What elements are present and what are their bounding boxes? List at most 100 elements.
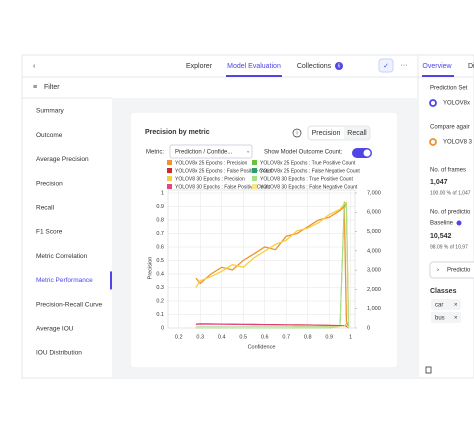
sidebar-item[interactable]: Metric Performance: [36, 277, 93, 284]
x-tick-label: 0.7: [282, 334, 290, 340]
chevron: ›: [437, 268, 439, 274]
badge: [335, 62, 343, 70]
radio[interactable]: [429, 99, 437, 107]
tab[interactable]: Collections: [297, 63, 332, 70]
series-line: [195, 201, 350, 329]
sub: 98.09 % of 10,97: [430, 244, 468, 250]
legend-label: YOLOV8x 25 Epochs : False Negative Count: [260, 168, 360, 174]
y2-tick-label: 1,000: [367, 306, 381, 312]
x-axis-label: Confidence: [248, 344, 276, 350]
tab-underline: [422, 75, 454, 77]
metric-dropdown[interactable]: [169, 144, 253, 159]
y2-tick-label: 3,000: [367, 268, 381, 274]
legend-swatch: [252, 184, 257, 189]
sidebar-item[interactable]: IOU Distribution: [36, 350, 82, 357]
legend-label: YOLOV8x 25 Epochs : False Positive Count: [175, 168, 273, 174]
filter-button[interactable]: Filter: [44, 84, 60, 91]
chip-x[interactable]: ×: [454, 303, 458, 309]
chart-card: [131, 113, 397, 367]
info-icon[interactable]: [292, 128, 302, 138]
legend-label: YOLOV8 30 Epochs : False Positive Count: [175, 184, 271, 190]
active-indicator: [110, 271, 112, 290]
legend-swatch: [252, 160, 257, 165]
label: Classes: [430, 288, 457, 295]
legend-label: YOLOV8x 25 Epochs : True Positive Count: [260, 160, 356, 166]
x-tick-label: 0.8: [304, 334, 312, 340]
tab-active[interactable]: Model Evaluation: [227, 63, 281, 70]
legend-swatch: [167, 168, 172, 173]
panel-tab[interactable]: Di: [468, 63, 474, 70]
y-tick-label: 0.7: [156, 231, 164, 237]
baseline: Baseline: [430, 221, 454, 227]
sidebar-item[interactable]: F1 Score: [36, 229, 63, 236]
chip-x[interactable]: ×: [454, 316, 458, 322]
y-tick-label: 1: [161, 190, 164, 196]
filter-icon: ≡: [33, 84, 37, 91]
legend-label: YOLOV8 30 Epochs : False Negative Count: [260, 184, 358, 190]
x-tick-label: 1: [349, 334, 352, 340]
sidebar-item[interactable]: Recall: [36, 205, 55, 212]
value: YOLOV8x: [443, 101, 470, 107]
check-button[interactable]: [378, 58, 394, 73]
chip-text: car: [435, 303, 443, 309]
panel-tab-active[interactable]: Overview: [422, 63, 452, 70]
y2-tick-label: 4,000: [367, 248, 381, 254]
y2-tick-label: 7,000: [367, 190, 381, 196]
label: No. of frames: [430, 168, 466, 174]
value: YOLOV8 3: [443, 140, 473, 146]
chart-title: Precision by metric: [145, 129, 210, 136]
more-button[interactable]: ···: [401, 62, 408, 69]
legend-label: YOLOV8 30 Epochs : True Positive Count: [260, 176, 353, 182]
radio[interactable]: [429, 138, 437, 146]
toggle-option[interactable]: Recall: [347, 130, 367, 137]
check-icon: ✓: [383, 63, 389, 70]
back-button[interactable]: ‹: [33, 63, 36, 70]
value: 1,047: [430, 179, 448, 186]
icon[interactable]: [425, 366, 432, 374]
y2-tick-label: 2,000: [367, 287, 381, 293]
overview-panel: Prediction Set YOLOV8x Compare agair YOL…: [425, 86, 474, 374]
x-tick-label: 0.4: [218, 334, 226, 340]
legend-swatch: [167, 176, 172, 181]
sidebar-item[interactable]: Summary: [36, 108, 65, 115]
sidebar-item[interactable]: Metric Correlation: [36, 253, 88, 260]
label: No. of predictio: [430, 210, 471, 216]
y-tick-label: 0: [161, 325, 164, 331]
chevron: ⌄: [246, 148, 250, 154]
metric-label: Metric:: [146, 150, 164, 156]
x-tick-label: 0.5: [239, 334, 247, 340]
sub: 100.00 % of 1,047: [430, 190, 471, 196]
badge-text: 6: [338, 63, 341, 69]
legend-swatch: [167, 184, 172, 189]
legend-swatch: [252, 176, 257, 181]
legend-label: YOLOV8 30 Epochs : Precision: [175, 176, 245, 182]
sidebar-item[interactable]: Precision-Recall Curve: [36, 301, 102, 308]
x-tick-label: 0.6: [261, 334, 269, 340]
y-tick-label: 0.9: [156, 204, 164, 210]
chip[interactable]: [431, 312, 461, 323]
predictions-button[interactable]: [429, 261, 474, 279]
metric-value: Prediction / Confide...: [175, 150, 233, 156]
legend-label: YOLOV8x 25 Epochs : Precision: [175, 160, 247, 166]
series-line: [195, 323, 349, 329]
series-line: [195, 202, 350, 329]
sidebar-item[interactable]: Average Precision: [36, 156, 89, 163]
sidebar-item[interactable]: Average IOU: [36, 326, 74, 333]
label: Prediction Set: [430, 86, 468, 92]
info-i: i: [296, 130, 297, 136]
toggle-active: [309, 127, 344, 139]
series-line: [195, 323, 350, 329]
chip-text: bus: [435, 316, 445, 322]
y-tick-label: 0.2: [156, 298, 164, 304]
y-tick-label: 0.6: [156, 244, 164, 250]
chip[interactable]: [431, 299, 461, 310]
sidebar: Summary Outcome Average Precision Precision…: [36, 108, 112, 357]
tab[interactable]: Explorer: [186, 63, 213, 70]
toggle-option[interactable]: Precision: [312, 130, 341, 137]
outcome-label: Show Model Outcome Count:: [264, 150, 343, 156]
sidebar-item[interactable]: Outcome: [36, 132, 63, 139]
button-text: Predictio: [447, 268, 471, 274]
sidebar-item[interactable]: Precision: [36, 180, 63, 187]
legend-swatch: [252, 168, 257, 173]
